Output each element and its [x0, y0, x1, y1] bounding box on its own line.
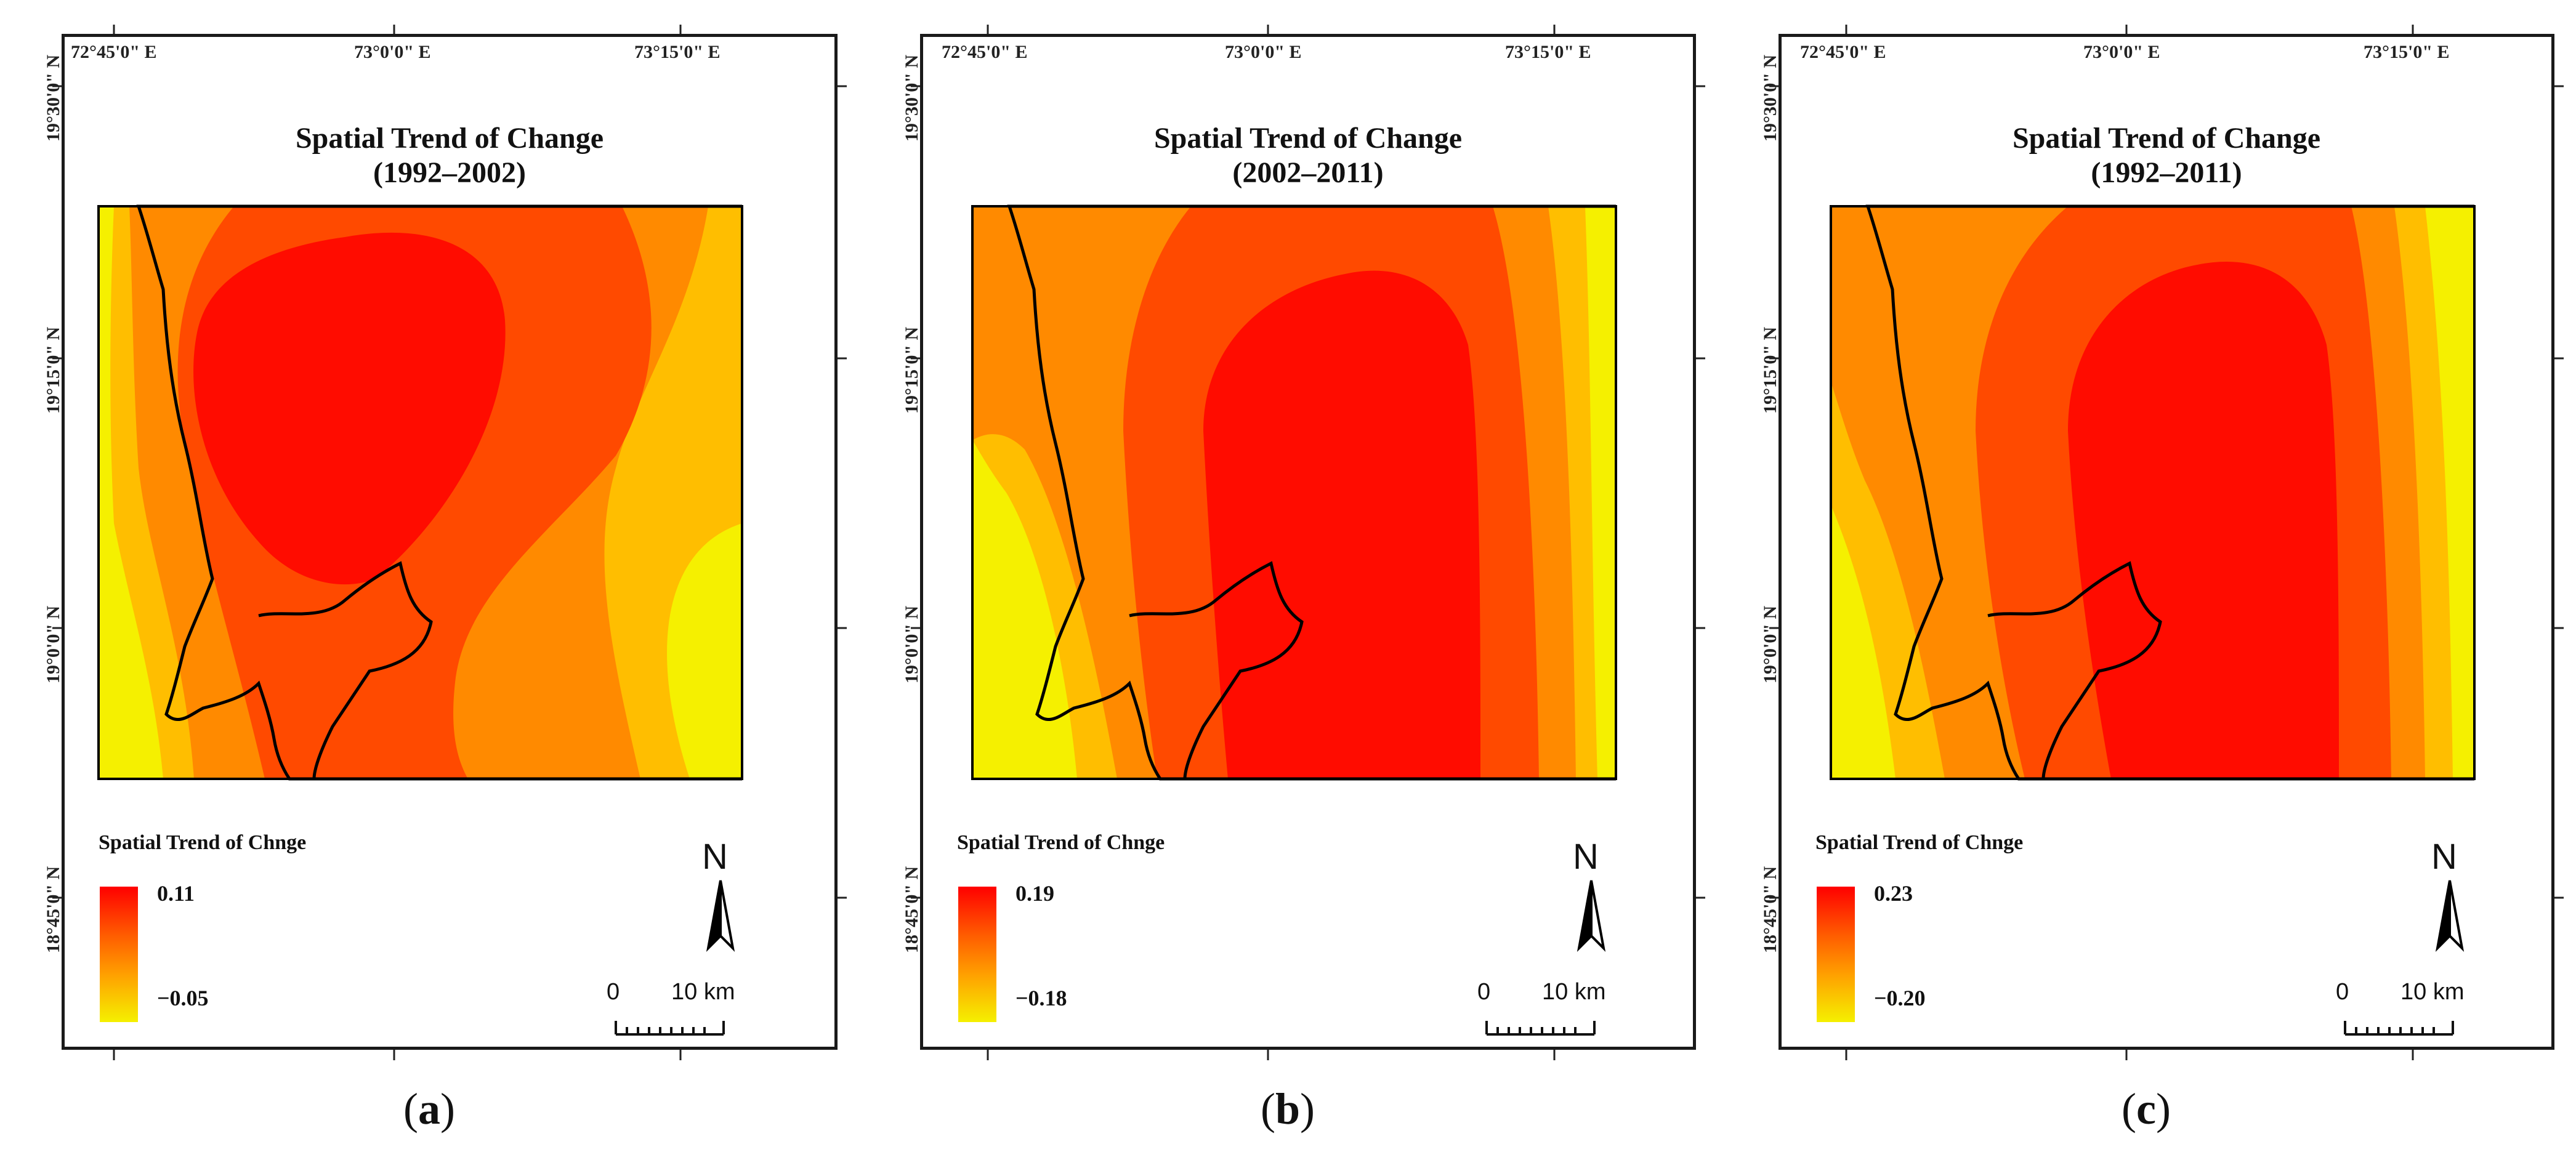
legend-color-ramp [958, 887, 996, 1022]
map-extent [1830, 205, 2476, 780]
legend-title: Spatial Trend of Chnge [99, 831, 307, 854]
coastline [136, 204, 742, 781]
graticule-ticks [52, 25, 847, 1060]
map-subtitle: (2002–2011) [1232, 156, 1384, 189]
scale-start: 0 [2336, 979, 2349, 1005]
scale-end: 10 km [1542, 979, 1606, 1005]
north-arrow-icon [706, 880, 735, 952]
lat-label: 19°15'0" N [902, 326, 922, 414]
caption-open: ( [1260, 1084, 1275, 1134]
panel-b: 72°45'0" E 73°0'0" E 73°15'0" E 19°30'0"… [858, 0, 1717, 1160]
panel-caption: (c) [1717, 1084, 2575, 1135]
lon-label: 73°0'0" E [2083, 42, 2160, 62]
coastline [1865, 204, 2474, 781]
lat-label: 19°0'0" N [902, 605, 922, 683]
legend-max-value: 0.23 [1874, 881, 1913, 906]
map-title: Spatial Trend of Change [295, 122, 604, 155]
panel-c: 72°45'0" E 73°0'0" E 73°15'0" E 19°30'0"… [1717, 0, 2575, 1160]
lat-label: 19°30'0" N [43, 54, 63, 142]
north-label: N [1573, 837, 1599, 877]
caption-close: ) [2155, 1084, 2171, 1134]
map-canvas [52, 25, 847, 1060]
caption-close: ) [1300, 1084, 1315, 1134]
north-arrow-icon [1577, 880, 1606, 952]
trend-raster [972, 206, 1616, 779]
panel-a: 72°45'0" E 73°0'0" E 73°15'0" E 19°30'0"… [0, 0, 858, 1160]
north-label: N [702, 837, 728, 877]
scale-start: 0 [1477, 979, 1491, 1005]
lon-label: 73°15'0" E [2364, 42, 2450, 62]
scale-bar [2344, 1021, 2454, 1036]
caption-letter: a [418, 1084, 440, 1134]
scale-bar [615, 1021, 725, 1036]
caption-close: ) [440, 1084, 455, 1134]
lat-label: 19°0'0" N [43, 605, 63, 683]
panel-caption: (a) [0, 1084, 858, 1135]
legend-max-value: 0.19 [1015, 881, 1054, 906]
lat-label: 19°0'0" N [1760, 605, 1780, 683]
map-subtitle: (1992–2002) [373, 156, 526, 189]
lat-label: 19°30'0" N [1760, 54, 1780, 142]
lon-label: 73°15'0" E [1505, 42, 1591, 62]
trend-raster [1831, 206, 2474, 779]
lon-label: 72°45'0" E [942, 42, 1028, 62]
map-title: Spatial Trend of Change [1153, 122, 1463, 155]
legend-min-value: −0.20 [1874, 986, 1926, 1010]
lat-label: 18°45'0" N [43, 866, 63, 953]
lat-label: 18°45'0" N [1760, 866, 1780, 953]
coastline [1007, 204, 1616, 781]
legend-min-value: −0.18 [1015, 986, 1067, 1010]
caption-open: ( [403, 1084, 418, 1134]
north-arrow-icon [2435, 880, 2465, 952]
map-subtitle: (1992–2011) [2091, 156, 2242, 189]
lon-label: 72°45'0" E [71, 42, 157, 62]
graticule-ticks [1769, 25, 2564, 1060]
map-extent [971, 205, 1617, 780]
legend-min-value: −0.05 [157, 986, 209, 1010]
scale-end: 10 km [2400, 979, 2465, 1005]
lat-label: 18°45'0" N [902, 866, 922, 953]
caption-open: ( [2122, 1084, 2137, 1134]
scale-start: 0 [607, 979, 620, 1005]
map-canvas [1769, 25, 2564, 1060]
legend-color-ramp [100, 887, 138, 1022]
lat-label: 19°15'0" N [1760, 326, 1780, 414]
panel-caption: (b) [858, 1084, 1717, 1135]
scale-end: 10 km [671, 979, 735, 1005]
scale-bar [1485, 1021, 1596, 1036]
lon-label: 73°15'0" E [634, 42, 721, 62]
lon-label: 72°45'0" E [1800, 42, 1886, 62]
graticule-ticks [911, 25, 1705, 1060]
lon-label: 73°0'0" E [354, 42, 431, 62]
north-label: N [2431, 837, 2457, 877]
lon-label: 73°0'0" E [1225, 42, 1302, 62]
legend-title: Spatial Trend of Chnge [957, 831, 1165, 854]
lat-label: 19°15'0" N [43, 326, 63, 414]
caption-letter: b [1275, 1084, 1301, 1134]
legend-max-value: 0.11 [157, 881, 195, 906]
caption-letter: c [2136, 1084, 2156, 1134]
legend-title: Spatial Trend of Chnge [1815, 831, 2024, 854]
lat-label: 19°30'0" N [902, 54, 922, 142]
zone-class-5 [1203, 270, 1480, 779]
zone-class-5 [2068, 262, 2339, 779]
legend-color-ramp [1817, 887, 1855, 1022]
map-extent [97, 205, 743, 780]
trend-raster [99, 206, 742, 779]
map-title: Spatial Trend of Change [2012, 122, 2321, 155]
zone-class-5 [193, 232, 506, 585]
map-canvas [911, 25, 1705, 1060]
